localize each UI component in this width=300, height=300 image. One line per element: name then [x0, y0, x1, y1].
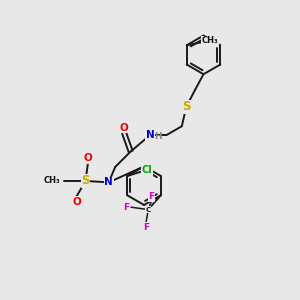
Text: F: F	[148, 192, 154, 201]
Text: O: O	[83, 153, 92, 163]
Text: S: S	[182, 100, 190, 113]
Text: H: H	[154, 132, 162, 141]
Text: S: S	[81, 174, 90, 188]
Text: F: F	[123, 203, 129, 212]
Text: Cl: Cl	[142, 165, 153, 175]
Text: O: O	[120, 123, 128, 133]
Text: N: N	[104, 177, 113, 188]
Text: O: O	[72, 197, 81, 207]
Text: F: F	[143, 223, 149, 232]
Text: CH₃: CH₃	[44, 176, 61, 185]
Text: N: N	[146, 130, 154, 140]
Text: CH₃: CH₃	[202, 36, 218, 45]
Text: C: C	[146, 207, 151, 213]
